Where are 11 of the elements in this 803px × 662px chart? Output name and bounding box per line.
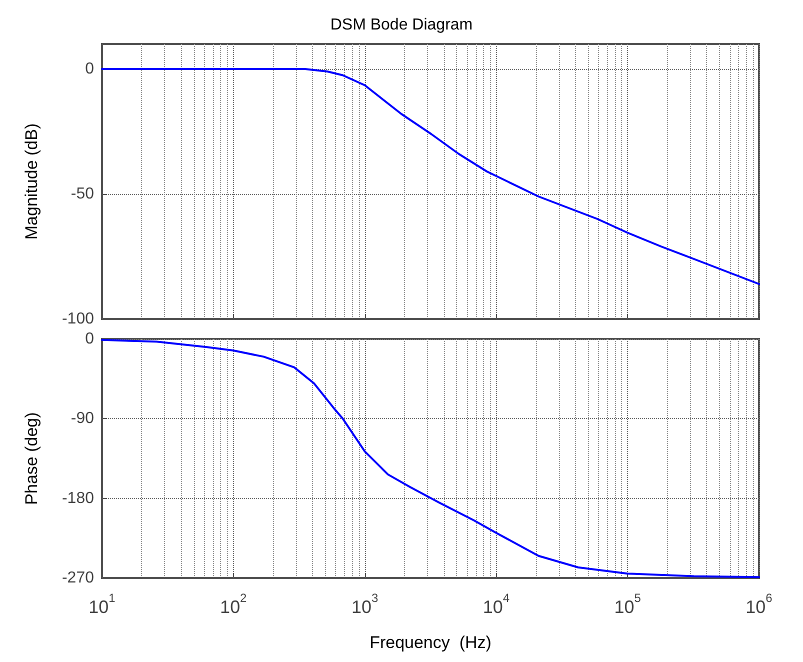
- y-axis-title: Magnitude (dB): [22, 123, 41, 240]
- y-tick-label: -100: [62, 310, 94, 328]
- y-tick-label: -180: [62, 490, 94, 507]
- y-tick-label: 0: [85, 330, 94, 348]
- y-axis-title: Phase (deg): [22, 412, 41, 505]
- x-axis-title: Frequency (Hz): [370, 633, 492, 652]
- y-tick-label: -270: [62, 570, 94, 586]
- y-tick-label: -90: [70, 410, 94, 428]
- y-tick-label: 0: [85, 60, 94, 78]
- y-tick-label: -50: [70, 186, 94, 202]
- chart-title: DSM Bode Diagram: [330, 16, 473, 34]
